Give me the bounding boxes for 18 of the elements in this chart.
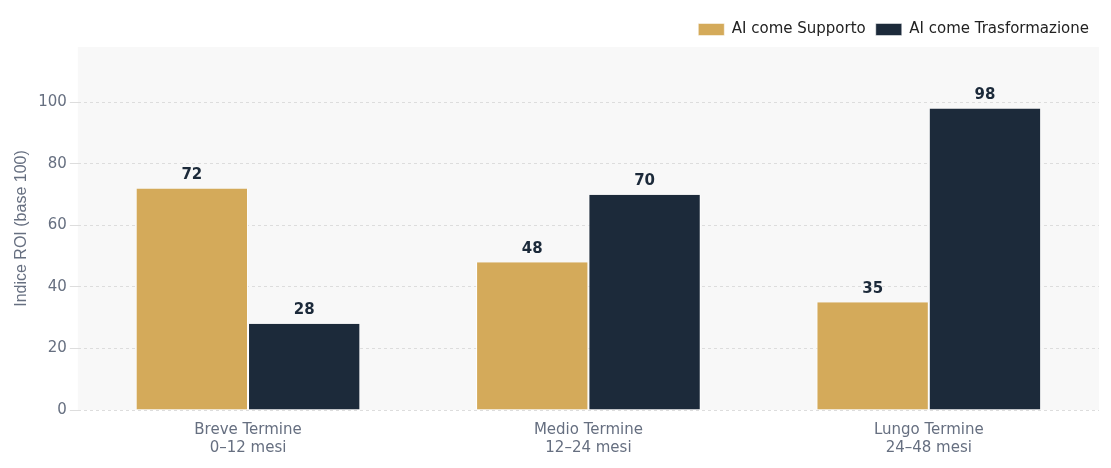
data-label: 70 — [634, 171, 656, 190]
y-tick-label: 80 — [47, 153, 67, 172]
x-tick-label: Lungo Termine 24–48 mesi — [873, 419, 984, 456]
data-label: 28 — [293, 300, 315, 319]
y-tick-label: 60 — [47, 215, 67, 234]
data-label: 98 — [974, 84, 996, 103]
y-tick-label: 100 — [38, 92, 67, 111]
data-label: 72 — [181, 164, 203, 183]
x-tick-label: Medio Termine 12–24 mesi — [533, 419, 643, 456]
legend-label: AI come Supporto — [731, 19, 866, 38]
y-axis-title: Indice ROI (base 100) — [12, 150, 30, 307]
x-tick-label: Breve Termine 0–12 mesi — [194, 419, 302, 456]
y-tick-label: 0 — [57, 399, 67, 418]
legend-label: AI come Trasformazione — [909, 19, 1090, 38]
data-label: 48 — [521, 238, 543, 257]
y-tick-label: 40 — [47, 276, 67, 295]
data-label: 35 — [862, 278, 884, 297]
y-tick-label: 20 — [47, 338, 67, 357]
